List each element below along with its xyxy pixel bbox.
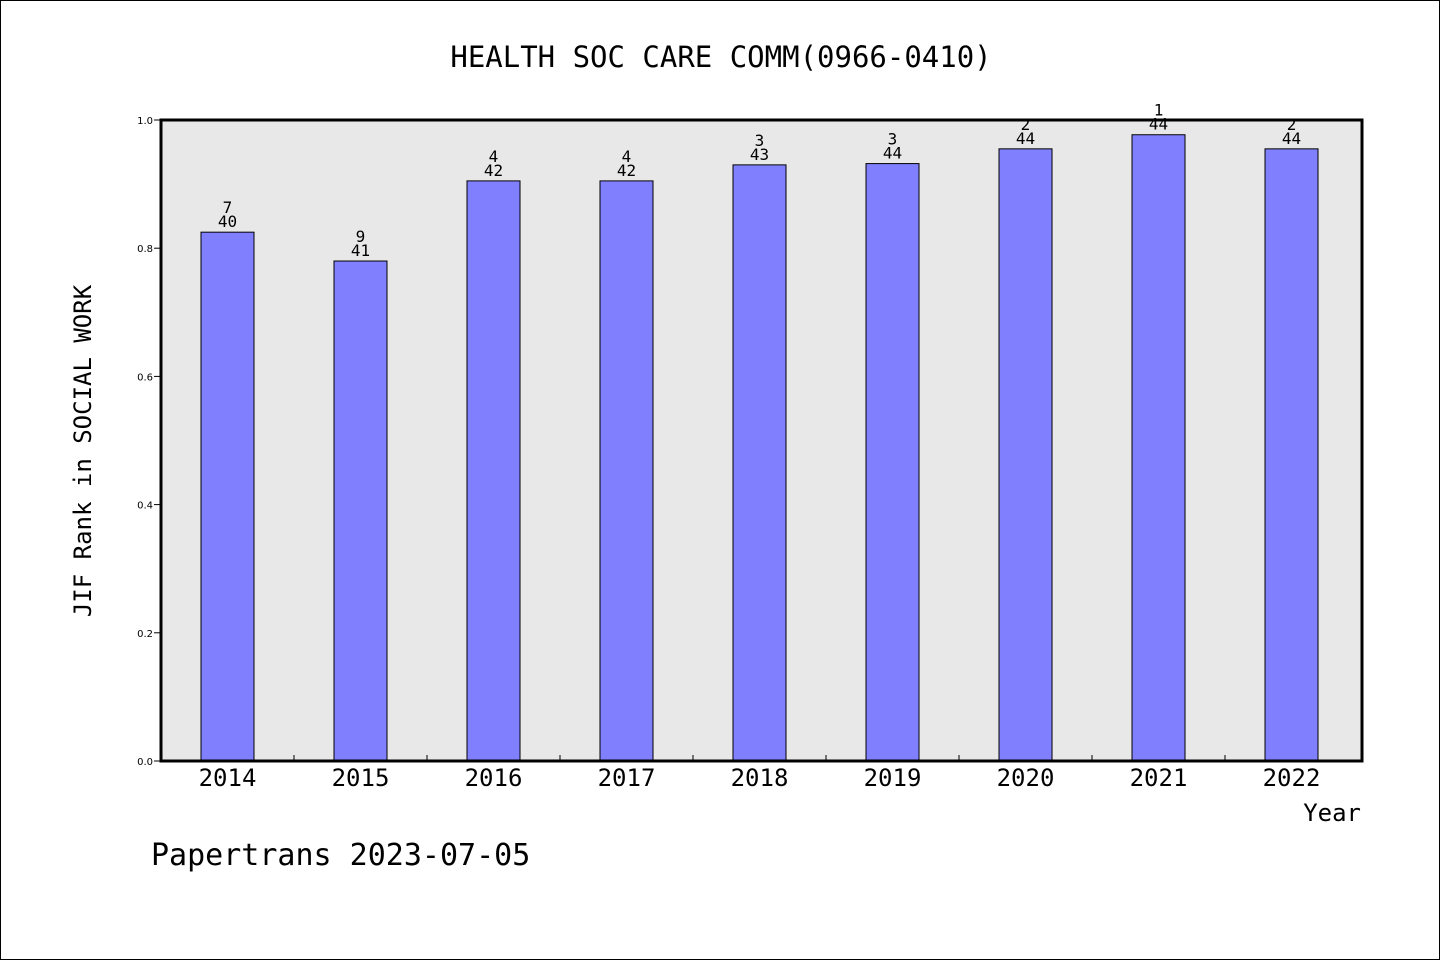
x-tick-label: 2015 (332, 764, 390, 792)
bar-2016 (466, 180, 521, 762)
y-tick-label: 1.0 (137, 116, 153, 127)
x-axis-label: Year (1303, 799, 1361, 827)
bar-2018 (732, 164, 787, 762)
bar-total-label: 42 (617, 161, 636, 180)
y-axis-label: JIF Rank in SOCIAL WORK (69, 284, 97, 617)
bar-2017 (599, 180, 654, 762)
bar-rank-label: 2 (1287, 115, 1297, 134)
bar-2015 (333, 260, 388, 762)
bar-total-label: 40 (218, 212, 237, 231)
bar-rank-label: 7 (223, 198, 233, 217)
bar-rank-label: 4 (489, 147, 499, 166)
x-tick-label: 2016 (465, 764, 523, 792)
bar-2020 (998, 148, 1053, 762)
chart-title: HEALTH SOC CARE COMM(0966-0410) (450, 40, 991, 74)
bar-2014 (200, 231, 255, 762)
bar-rank-label: 1 (1154, 101, 1164, 120)
x-tick-label: 2021 (1130, 764, 1188, 792)
y-tick-label: 0.8 (137, 244, 153, 255)
y-tick-label: 0.0 (137, 757, 153, 768)
x-tick-label: 2014 (199, 764, 257, 792)
bar-total-label: 42 (484, 161, 503, 180)
x-tick-label: 2017 (598, 764, 656, 792)
bar-rank-label: 2 (1021, 115, 1031, 134)
bar-rank-label: 9 (356, 227, 366, 246)
bar-2019 (865, 163, 920, 762)
bar-rank-label: 3 (888, 130, 898, 149)
x-tick-label: 2019 (864, 764, 922, 792)
x-tick-label: 2018 (731, 764, 789, 792)
bar-rank-label: 3 (755, 131, 765, 150)
y-tick-label: 0.2 (137, 629, 153, 640)
y-tick-label: 0.6 (137, 372, 153, 383)
bar-rank-label: 4 (622, 147, 632, 166)
y-axis-ticks: 0.0 0.2 0.4 0.6 0.8 1.0 (137, 116, 161, 768)
y-tick-label: 0.4 (137, 501, 153, 512)
x-axis-ticks: 2014 2015 2016 2017 2018 2019 2020 2021 2022 (199, 755, 1321, 792)
bar-2022 (1264, 148, 1319, 762)
bar-2021 (1131, 134, 1186, 762)
bar-total-label: 43 (750, 145, 769, 164)
footer-credit: Papertrans 2023-07-05 (151, 838, 530, 873)
bar-total-label: 44 (1149, 115, 1168, 134)
plot-frame (159, 118, 1364, 763)
bar-total-label: 44 (883, 144, 902, 163)
bar-total-label: 44 (1016, 129, 1035, 148)
x-tick-label: 2022 (1263, 764, 1321, 792)
x-tick-label: 2020 (997, 764, 1055, 792)
bar-total-label: 44 (1282, 129, 1301, 148)
bar-total-label: 41 (351, 241, 370, 260)
bars (200, 134, 1319, 762)
